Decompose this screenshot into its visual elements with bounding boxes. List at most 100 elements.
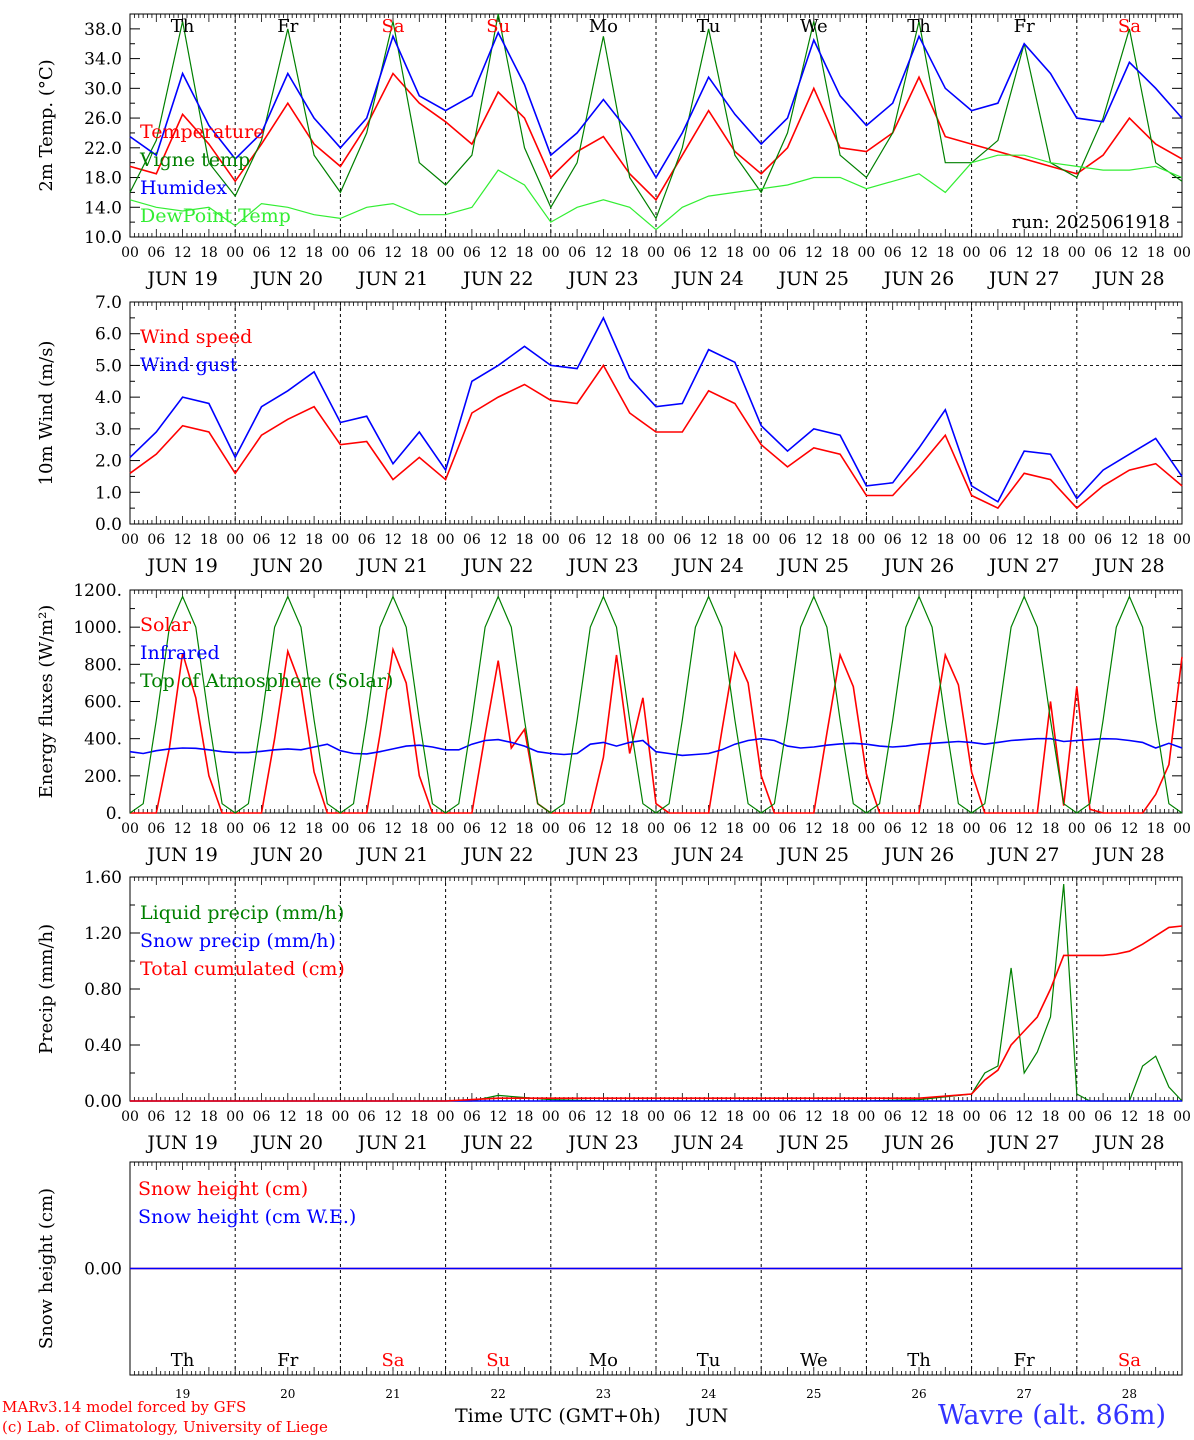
hour-label: 00	[331, 1109, 349, 1125]
hour-label: 06	[989, 1109, 1007, 1125]
hour-label: 06	[779, 532, 797, 548]
hour-label: 00	[1173, 532, 1191, 548]
date-number: 20	[280, 1387, 295, 1401]
date-number: 25	[806, 1387, 821, 1401]
date-label: JUN 19	[145, 1132, 217, 1154]
hour-label: 18	[516, 821, 534, 837]
date-label: JUN 27	[987, 1132, 1059, 1154]
hour-label: 18	[936, 532, 954, 548]
y-tick-label: 5.0	[95, 356, 122, 376]
day-of-week-label: Fr	[1014, 16, 1035, 37]
day-of-week-label: Fr	[277, 1350, 298, 1371]
hour-label: 12	[489, 1109, 507, 1125]
legend-entry: Total cumulated (cm)	[140, 958, 345, 980]
hour-label: 18	[200, 1109, 218, 1125]
hour-label: 18	[831, 532, 849, 548]
hour-label: 06	[884, 1109, 902, 1125]
date-label: JUN 24	[671, 268, 743, 290]
hour-label: 12	[174, 821, 192, 837]
panel-1	[129, 13, 1183, 238]
legend-entry: Liquid precip (mm/h)	[140, 902, 344, 924]
hour-label: 00	[437, 1109, 455, 1125]
y-tick-label: 3.0	[95, 420, 122, 440]
y-tick-label: 800.	[84, 655, 122, 675]
hour-label: 06	[147, 821, 165, 837]
date-label: JUN 23	[566, 555, 638, 577]
day-of-week-label: Mo	[589, 1350, 618, 1371]
day-of-week-label: Sa	[1118, 16, 1141, 37]
hour-label: 12	[594, 532, 612, 548]
hour-label: 18	[410, 532, 428, 548]
hour-label: 12	[700, 1109, 718, 1125]
panel-4	[129, 876, 1183, 1102]
hour-label: 12	[805, 821, 823, 837]
hour-label: 00	[1173, 1109, 1191, 1125]
hour-label: 06	[463, 821, 481, 837]
hour-label: 12	[489, 821, 507, 837]
hour-label: 12	[910, 532, 928, 548]
y-tick-label: 1.20	[84, 924, 122, 944]
panel-5	[129, 1161, 1183, 1376]
hour-label: 06	[779, 245, 797, 261]
hour-label: 00	[647, 1109, 665, 1125]
date-number: 23	[596, 1387, 611, 1401]
day-of-week-label: Sa	[381, 1350, 404, 1371]
hour-label: 18	[1147, 532, 1165, 548]
y-axis-title: 10m Wind (m/s)	[36, 341, 57, 486]
y-tick-label: 1000.	[73, 618, 122, 638]
lab-credit: (c) Lab. of Climatology, University of L…	[2, 1418, 328, 1436]
hour-label: 18	[831, 821, 849, 837]
hour-label: 00	[542, 532, 560, 548]
date-label: JUN 20	[251, 844, 323, 866]
hour-label: 00	[542, 821, 560, 837]
hour-label: 06	[1094, 532, 1112, 548]
panel-2	[129, 301, 1183, 525]
legend-entry: Infrared	[140, 642, 220, 664]
hour-label: 06	[568, 821, 586, 837]
hour-label: 12	[910, 245, 928, 261]
hour-label: 00	[1068, 1109, 1086, 1125]
hour-label: 06	[779, 821, 797, 837]
hour-label: 00	[121, 245, 139, 261]
day-of-week-label: Th	[171, 1350, 195, 1371]
hour-label: 18	[410, 245, 428, 261]
x-axis-title: Time UTC (GMT+0h)	[455, 1405, 661, 1427]
hour-label: 06	[673, 1109, 691, 1125]
hour-label: 12	[489, 532, 507, 548]
y-tick-label: 0.80	[84, 980, 122, 1000]
hour-label: 00	[1068, 532, 1086, 548]
date-label: JUN 22	[461, 844, 533, 866]
y-tick-label: 0.	[106, 804, 122, 824]
hour-label: 12	[805, 1109, 823, 1125]
hour-label: 18	[305, 1109, 323, 1125]
hour-label: 06	[147, 245, 165, 261]
date-label: JUN 24	[671, 555, 743, 577]
y-tick-label: 0.00	[84, 1092, 122, 1112]
hour-label: 00	[963, 1109, 981, 1125]
date-label: JUN 21	[356, 268, 428, 290]
date-label: JUN 28	[1092, 1132, 1164, 1154]
hour-label: 12	[279, 821, 297, 837]
hour-label: 00	[226, 1109, 244, 1125]
hour-label: 12	[384, 821, 402, 837]
hour-label: 00	[331, 821, 349, 837]
hour-label: 18	[726, 245, 744, 261]
hour-label: 06	[673, 821, 691, 837]
y-tick-label: 34.0	[84, 50, 122, 70]
legend-entry: Vigne temp	[139, 149, 250, 171]
date-number: 19	[175, 1387, 190, 1401]
hour-label: 12	[174, 245, 192, 261]
hour-label: 00	[752, 245, 770, 261]
day-of-week-label: Sa	[1118, 1350, 1141, 1371]
date-label: JUN 26	[882, 844, 954, 866]
y-tick-label: 10.0	[84, 228, 122, 248]
y-tick-label: 0.40	[84, 1036, 122, 1056]
panel-3	[0, 589, 1183, 814]
y-tick-label: 6.0	[95, 325, 122, 345]
series-line-temperature	[129, 72, 1183, 202]
hour-label: 18	[936, 1109, 954, 1125]
day-of-week-label: Tu	[697, 1350, 721, 1371]
hour-label: 00	[857, 1109, 875, 1125]
day-of-week-label: Tu	[697, 16, 721, 37]
hour-label: 00	[437, 821, 455, 837]
